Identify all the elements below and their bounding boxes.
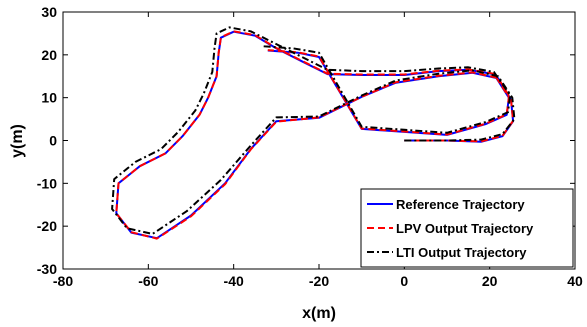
y-axis-label: y(m) [9,124,26,158]
x-tick-label: -40 [224,273,244,289]
y-tick-label: 10 [41,90,57,106]
y-tick-label: 20 [41,47,57,63]
legend-label: LPV Output Trajectory [396,221,534,236]
x-tick-label: 40 [567,273,583,289]
x-tick-label: 0 [400,273,408,289]
legend: Reference Trajectory LPV Output Trajector… [360,188,574,268]
x-tick-label: -20 [309,273,329,289]
series-layer [111,26,516,240]
x-tick-label: -60 [138,273,158,289]
y-tick-label: 0 [49,133,57,149]
series-line-3 [111,26,516,235]
y-tick-label: -20 [37,218,57,234]
x-axis-label: x(m) [302,305,336,322]
x-tick-label: 20 [482,273,498,289]
tick-layer: -80 -60 -40 -20 0 20 40 -30 -20 -10 0 10 20 30 [37,4,583,289]
legend-label: LTI Output Trajectory [396,245,527,260]
x-tick-label: -80 [53,273,73,289]
legend-box [360,188,574,268]
y-tick-label: -10 [37,175,57,191]
series-line-2 [115,30,515,240]
y-tick-label: 30 [41,4,57,20]
y-tick-label: -30 [37,261,57,277]
legend-label: Reference Trajectory [396,197,525,212]
